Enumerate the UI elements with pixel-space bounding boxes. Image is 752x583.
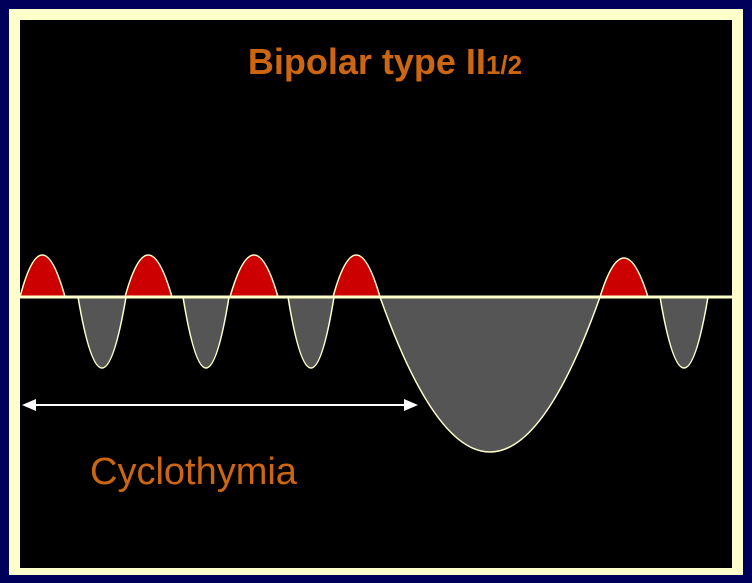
title-main: Bipolar type II: [248, 41, 486, 82]
span-arrow: [22, 399, 418, 411]
arrow-head-right: [404, 399, 418, 411]
hump: [332, 254, 381, 298]
hump: [598, 257, 650, 298]
troughs: [77, 296, 709, 453]
trough: [287, 296, 335, 369]
trough: [77, 296, 127, 369]
arrow-head-left: [22, 399, 36, 411]
hump: [19, 254, 66, 298]
title: Bipolar type II1/2: [248, 41, 522, 82]
title-sub: 1/2: [486, 50, 522, 80]
hump: [124, 254, 173, 298]
cyclothymia-label: Cyclothymia: [90, 451, 298, 493]
major-depression: [378, 296, 602, 453]
hump: [229, 254, 279, 298]
humps: [19, 254, 650, 298]
trough: [659, 296, 709, 369]
trough: [182, 296, 230, 369]
